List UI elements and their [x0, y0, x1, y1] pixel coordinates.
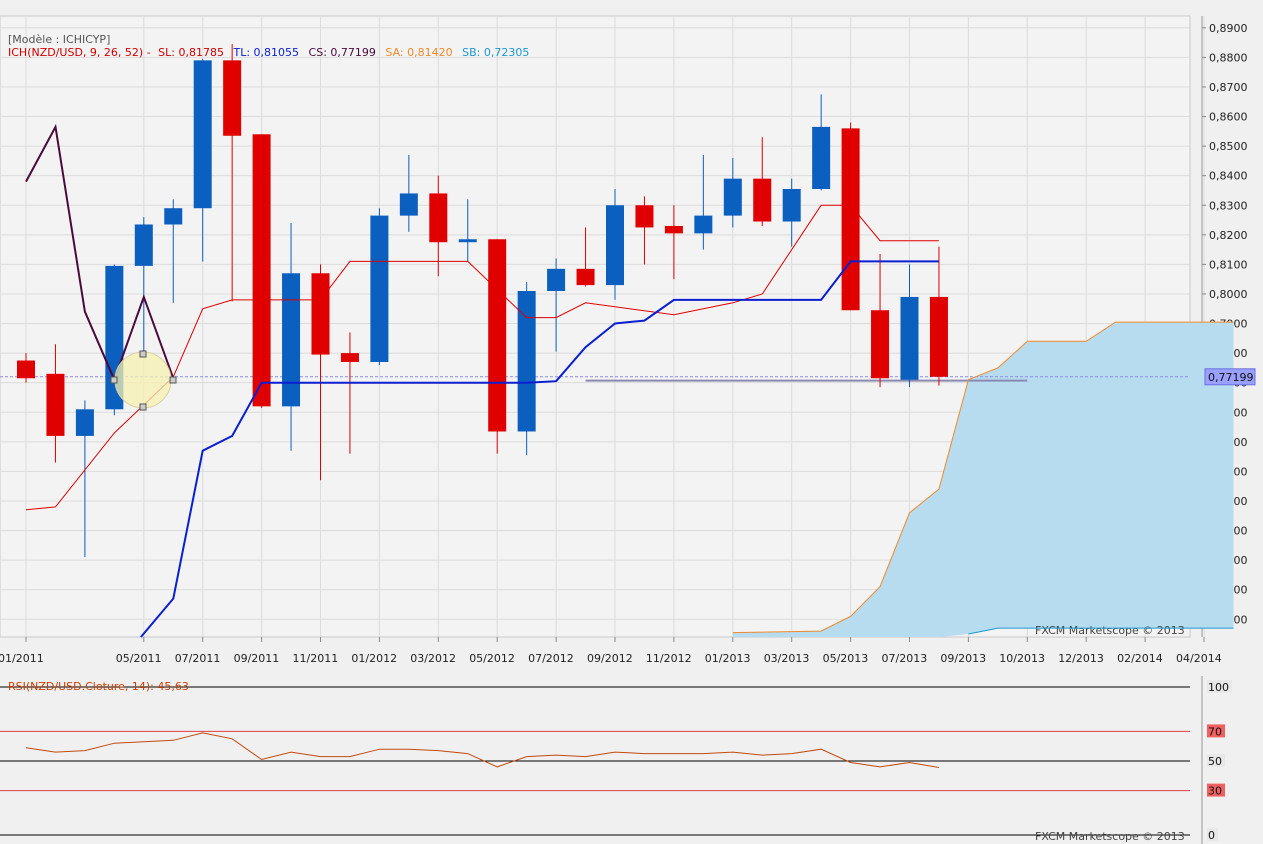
candle-up: [399, 193, 418, 216]
candle-up: [134, 224, 153, 266]
selection-handle: [139, 350, 147, 358]
candle-down: [635, 205, 654, 228]
rsi-plot-area: [0, 676, 1202, 844]
rsi-level-tag: [1207, 783, 1225, 797]
x-tick-label: 03/2013: [764, 652, 810, 665]
candle-down: [841, 128, 860, 311]
y-tick-label: 0,8700: [1209, 81, 1248, 94]
watermark-main: FXCM Marketscope © 2013: [1035, 624, 1185, 637]
x-tick-label: 07/2012: [528, 652, 574, 665]
y-tick-label: 0,8900: [1209, 22, 1248, 35]
candle-up: [606, 205, 624, 286]
cs-value: CS: 0,77199: [308, 46, 376, 59]
selection-handle: [110, 376, 118, 384]
chikou-span-line: [25, 123, 175, 383]
current-price-tag-label: 0,77199: [1208, 371, 1254, 384]
y-tick-label: 0,8500: [1209, 140, 1248, 153]
rsi-level-label: 70: [1208, 725, 1222, 738]
x-tick-label: 07/2011: [175, 652, 221, 665]
x-tick-label: 11/2012: [646, 652, 692, 665]
selection-highlight: [114, 351, 172, 409]
candle-up: [458, 239, 477, 243]
senkou-span-a-line: [732, 321, 1234, 634]
senkou-span-b-line: [968, 627, 1234, 635]
x-tick-label: 05/2013: [823, 652, 869, 665]
rsi-label: RSI(NZD/USD.Cloture, 14): 45,63: [8, 680, 189, 693]
candle-up: [723, 178, 742, 216]
sl-value: SL: 0,81785: [158, 46, 224, 59]
x-tick-label: 05/2012: [469, 652, 515, 665]
y-tick-label: 0,8600: [1209, 111, 1248, 124]
candle-up: [164, 208, 183, 225]
x-tick-label: 07/2013: [882, 652, 928, 665]
candle-up: [812, 126, 831, 189]
rsi-level-label: 0: [1208, 829, 1215, 842]
rsi-line: [25, 732, 939, 768]
rsi-level-label: 50: [1208, 755, 1222, 768]
candle-down: [664, 225, 683, 234]
candle-up: [547, 268, 566, 292]
candle-down: [46, 373, 65, 436]
watermark-rsi: FXCM Marketscope © 2013: [1035, 830, 1185, 843]
y-tick-label: 0,8100: [1209, 258, 1248, 271]
x-tick-label: 09/2012: [587, 652, 633, 665]
sa-value: SA: 0,81420: [385, 46, 453, 59]
candle-down: [17, 360, 35, 379]
x-tick-label: 12/2013: [1058, 652, 1104, 665]
y-tick-label: 0,8200: [1209, 229, 1248, 242]
x-tick-label: 04/2014: [1176, 652, 1222, 665]
y-tick-label: 0,8300: [1209, 199, 1248, 212]
kumo-cloud: [732, 322, 1234, 637]
sb-value: SB: 0,72305: [462, 46, 530, 59]
x-tick-label: 01/2012: [351, 652, 397, 665]
candle-up: [782, 188, 801, 222]
candle-up: [517, 291, 536, 432]
ich-label: ICH(NZD/USD, 9, 26, 52) -: [8, 46, 151, 59]
candle-up: [75, 409, 94, 436]
x-tick-label: 09/2011: [234, 652, 280, 665]
rsi-level-label: 100: [1208, 681, 1229, 694]
candle-down: [871, 310, 890, 379]
rsi-level-tag: [1207, 680, 1232, 693]
candle-down: [311, 273, 330, 355]
rsi-level-tag: [1207, 828, 1218, 841]
y-tick-label: 0,8800: [1209, 51, 1248, 64]
candle-down: [223, 60, 242, 136]
candle-up: [694, 215, 713, 234]
candle-down: [429, 193, 448, 243]
candle-down: [340, 353, 359, 362]
x-tick-label: 05/2011: [116, 652, 162, 665]
candle-down: [929, 296, 948, 377]
candle-up: [282, 273, 301, 407]
candle-up: [193, 60, 212, 209]
selection-handle: [169, 376, 177, 384]
x-tick-label: 01/2011: [0, 652, 44, 665]
tl-value: TL: 0,81055: [233, 46, 300, 59]
x-tick-label: 02/2014: [1117, 652, 1163, 665]
indicator-header: ICH(NZD/USD, 9, 26, 52) - SL: 0,81785 TL…: [8, 46, 529, 59]
model-label: [Modèle : ICHICYP]: [8, 33, 111, 46]
candle-up: [370, 215, 389, 362]
x-tick-label: 03/2012: [410, 652, 456, 665]
candle-down: [252, 134, 271, 407]
x-tick-label: 10/2013: [999, 652, 1045, 665]
y-tick-label: 0,8400: [1209, 170, 1248, 183]
kijun-sen-line: [140, 260, 939, 638]
candle-down: [488, 239, 507, 432]
x-tick-label: 01/2013: [705, 652, 751, 665]
rsi-level-tag: [1207, 724, 1225, 738]
current-price-tag: [1204, 368, 1256, 386]
candle-up: [900, 296, 919, 380]
y-tick-label: 0,8000: [1209, 288, 1248, 301]
candle-down: [753, 178, 772, 222]
candle-down: [576, 268, 595, 286]
x-tick-label: 11/2011: [293, 652, 339, 665]
rsi-level-tag: [1207, 754, 1225, 767]
rsi-level-label: 30: [1208, 785, 1222, 798]
selection-handle: [139, 403, 147, 411]
x-tick-label: 09/2013: [940, 652, 986, 665]
